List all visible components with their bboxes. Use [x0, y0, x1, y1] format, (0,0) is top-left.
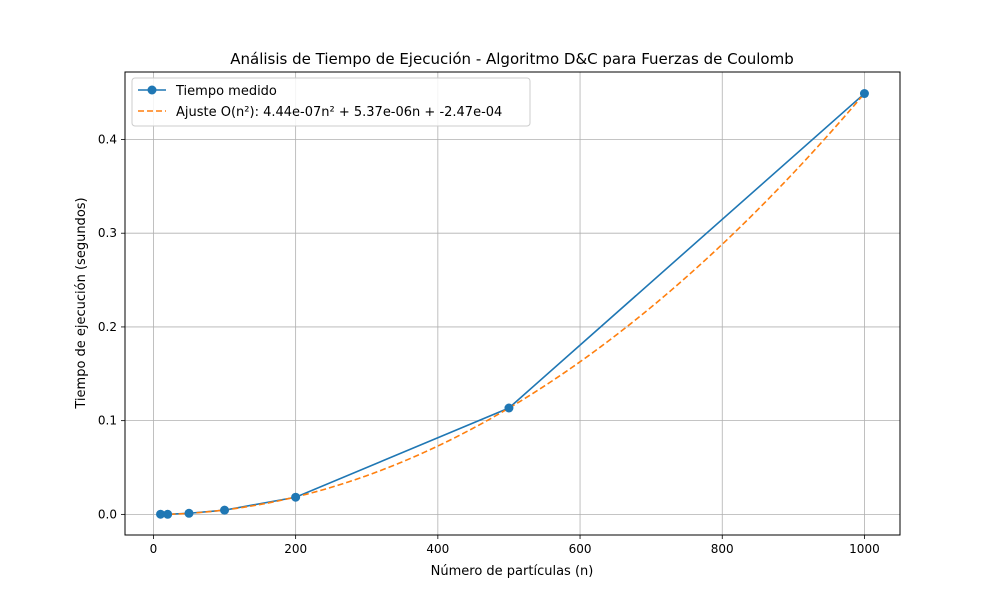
- series-measured-point: [291, 492, 301, 502]
- legend-marker-measured: [147, 85, 157, 95]
- x-tick-label: 200: [284, 542, 307, 556]
- grid: [125, 72, 900, 535]
- series-measured-point: [859, 89, 869, 99]
- x-tick-label: 0: [150, 542, 158, 556]
- y-tick-label: 0.1: [98, 414, 117, 428]
- series-measured-point: [220, 505, 230, 515]
- y-tick-label: 0.3: [98, 226, 117, 240]
- series-measured-point: [163, 509, 173, 519]
- legend-label-fit: Ajuste O(n²): 4.44e-07n² + 5.37e-06n + -…: [176, 105, 502, 120]
- legend: Tiempo medido Ajuste O(n²): 4.44e-07n² +…: [131, 77, 531, 127]
- x-tick-label: 1000: [849, 542, 880, 556]
- x-tick-label: 800: [711, 542, 734, 556]
- series-measured-point: [156, 509, 166, 519]
- legend-label-measured: Tiempo medido: [175, 84, 277, 99]
- x-axis-label: Número de partículas (n): [431, 564, 594, 579]
- x-tick-label: 400: [426, 542, 449, 556]
- ticks: 0 200 400 600 800 1000 0.0 0.1 0.2 0.3 0.4: [98, 132, 880, 556]
- series-measured-point: [184, 508, 194, 518]
- y-tick-label: 0.0: [98, 507, 117, 521]
- y-tick-label: 0.4: [98, 132, 117, 146]
- chart-title: Análisis de Tiempo de Ejecución - Algori…: [230, 50, 794, 68]
- x-tick-label: 600: [569, 542, 592, 556]
- plot-frame: [124, 71, 901, 536]
- y-axis-label: Tiempo de ejecución (segundos): [74, 197, 89, 409]
- series-layer: [156, 89, 869, 519]
- legend-frame: [131, 77, 531, 127]
- y-tick-label: 0.2: [98, 320, 117, 334]
- series-measured-point: [504, 403, 514, 413]
